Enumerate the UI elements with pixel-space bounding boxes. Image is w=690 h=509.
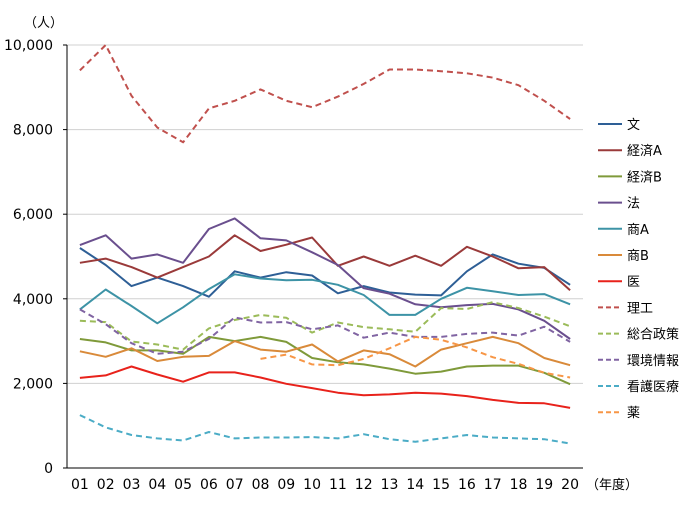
x-tick-label: 07 bbox=[226, 477, 244, 493]
y-tick-label: 6,000 bbox=[13, 207, 53, 223]
y-tick-labels: 0 2,000 4,000 6,000 8,000 10,000 bbox=[4, 38, 53, 477]
x-tick-label: 09 bbox=[277, 477, 295, 493]
series-line-理工 bbox=[79, 44, 571, 144]
legend-label: 薬 bbox=[627, 406, 640, 421]
series-line-商B bbox=[79, 335, 571, 368]
legend-label: 医 bbox=[627, 275, 640, 290]
x-axis-unit: （年度） bbox=[586, 477, 638, 493]
x-tick-label: 20 bbox=[561, 477, 579, 493]
legend-label: 文 bbox=[627, 118, 640, 133]
series-line-商A bbox=[79, 273, 571, 325]
x-tick-label: 13 bbox=[381, 477, 399, 493]
axes bbox=[63, 44, 583, 469]
series-line-総合政策 bbox=[79, 301, 571, 351]
legend-label: 経済A bbox=[627, 143, 662, 159]
x-tick-label: 15 bbox=[432, 477, 450, 493]
legend-label: 看護医療 bbox=[627, 379, 679, 395]
x-tick-label: 16 bbox=[458, 477, 476, 493]
x-tick-label: 11 bbox=[329, 477, 347, 493]
series-line-薬 bbox=[260, 335, 571, 379]
x-tick-label: 03 bbox=[123, 477, 141, 493]
x-tick-label: 14 bbox=[406, 477, 424, 493]
series-lines bbox=[79, 44, 571, 445]
x-tick-label: 06 bbox=[200, 477, 218, 493]
x-tick-label: 02 bbox=[97, 477, 115, 493]
x-tick-label: 05 bbox=[174, 477, 192, 493]
x-tick-label: 01 bbox=[71, 477, 89, 493]
x-tick-label: 10 bbox=[303, 477, 321, 493]
x-tick-label: 04 bbox=[148, 477, 166, 493]
series-line-文 bbox=[79, 247, 571, 298]
series-line-環境情報 bbox=[79, 308, 571, 355]
series-line-経済A bbox=[79, 234, 571, 292]
x-tick-label: 18 bbox=[510, 477, 528, 493]
legend-label: 商A bbox=[627, 223, 649, 238]
series-line-看護医療 bbox=[79, 414, 571, 445]
series-line-経済B bbox=[79, 335, 571, 386]
legend-label: 商B bbox=[627, 249, 649, 264]
y-tick-label: 2,000 bbox=[13, 376, 53, 392]
x-tick-label: 17 bbox=[484, 477, 502, 493]
legend-label: 理工 bbox=[627, 301, 653, 316]
legend-label: 総合政策 bbox=[627, 327, 679, 343]
legend-label: 法 bbox=[627, 197, 640, 212]
x-tick-labels: 01 02 03 04 05 06 07 08 09 10 11 12 13 14 15 16 17 18 19 20 bbox=[71, 477, 579, 493]
x-tick-label: 08 bbox=[252, 477, 270, 493]
gridlines bbox=[67, 44, 583, 384]
y-axis-unit: （人） bbox=[24, 16, 63, 31]
y-tick-label: 0 bbox=[44, 461, 53, 477]
y-tick-label: 8,000 bbox=[13, 123, 53, 139]
x-tick-label: 12 bbox=[355, 477, 373, 493]
y-tick-label: 4,000 bbox=[13, 292, 53, 308]
legend-label: 環境情報 bbox=[627, 354, 679, 369]
y-tick-label: 10,000 bbox=[4, 38, 53, 54]
legend-label: 経済B bbox=[627, 169, 662, 185]
x-tick-label: 19 bbox=[535, 477, 553, 493]
series-line-医 bbox=[79, 365, 571, 409]
